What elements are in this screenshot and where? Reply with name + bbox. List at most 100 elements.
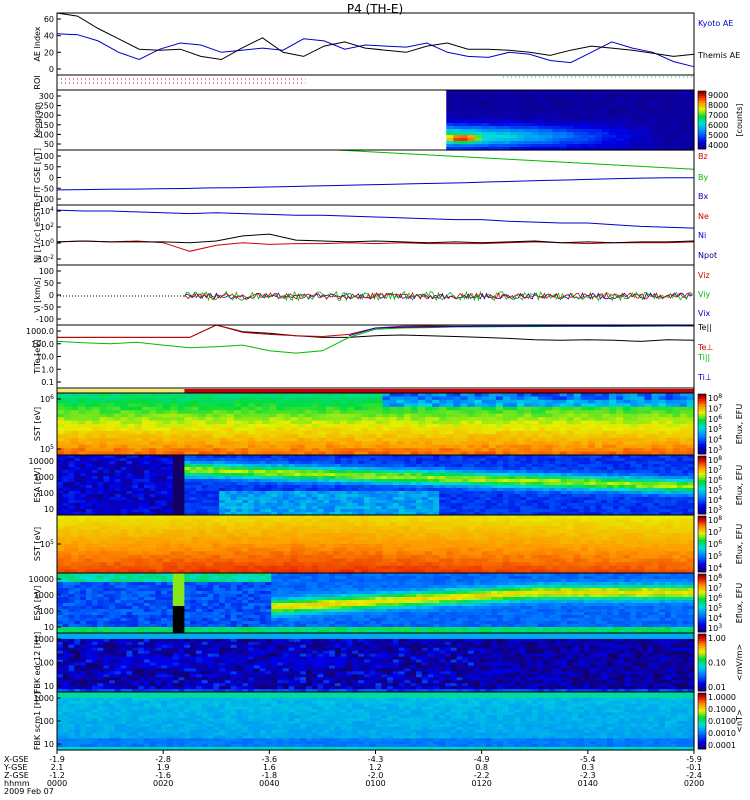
sst_i-cell [191, 544, 200, 549]
esa_e-cell [456, 488, 463, 492]
esa_e-cell [195, 473, 203, 477]
sst_e-cell [403, 424, 412, 429]
sst_e-cell [361, 427, 370, 432]
keogram-cell [559, 90, 568, 94]
sst_e-cell [432, 410, 440, 415]
sst_i-cell [134, 562, 143, 567]
esa_e-cell [201, 503, 209, 507]
esa_e-cell [265, 488, 272, 492]
sst_e-cell [113, 430, 122, 435]
sst_i-cell [106, 554, 115, 560]
esa_e-cell [172, 491, 180, 495]
sst_i-cell [184, 518, 193, 523]
sst_e-cell [573, 444, 582, 449]
keogram-cell [566, 126, 575, 130]
sst_e-cell [198, 437, 207, 442]
esa_e-cell [213, 470, 220, 474]
keogram-cell [594, 114, 603, 118]
sst_e-cell [340, 399, 348, 404]
sst_e-cell [297, 393, 306, 398]
keogram-cell [616, 90, 624, 94]
esa_e-cell [468, 455, 475, 459]
sst_e-cell [191, 399, 200, 404]
sst_e-cell [453, 406, 462, 411]
esa_e-cell [248, 470, 255, 474]
sst_e-cell [149, 393, 157, 398]
sst_e-cell [545, 403, 554, 408]
sst_e-cell [467, 413, 476, 418]
sst_e-cell [623, 434, 631, 439]
sst_e-cell [658, 420, 667, 425]
esa_e-cell [138, 503, 145, 507]
sst_e-cell [410, 399, 419, 404]
esa_e-cell [294, 473, 301, 477]
esa_e-cell [143, 512, 151, 516]
sst_e-cell [177, 417, 185, 422]
sst_e-cell [106, 448, 115, 453]
esa_e-cell [537, 482, 545, 486]
esa_e-cell [167, 491, 174, 495]
keogram-cell [672, 123, 681, 127]
keogram-cell [559, 108, 568, 112]
esa_e-cell [201, 512, 209, 516]
keogram-cell [545, 147, 554, 151]
esa_e-cell [57, 494, 64, 498]
esa_e-cell [167, 479, 174, 483]
esa_e-cell [340, 473, 348, 477]
esa_e-cell [502, 485, 510, 489]
esa_e-cell [74, 509, 81, 513]
esa_e-cell [68, 500, 75, 504]
esa_e-cell [190, 479, 197, 483]
sst_e-cell [538, 393, 546, 398]
esa_e-cell [120, 512, 128, 516]
keogram-cell [672, 135, 681, 139]
esa_e-cell [502, 497, 510, 501]
keogram-cell [665, 114, 674, 118]
sst_e-cell [679, 417, 688, 422]
keogram-cell [679, 135, 688, 139]
sst_e-cell [99, 403, 108, 408]
keogram-cell [637, 141, 646, 145]
sst_i-cell [198, 522, 207, 527]
esa_e-cell [178, 464, 185, 468]
sst_e-cell [219, 403, 228, 408]
sst_e-cell [566, 420, 575, 425]
sst_e-cell [177, 451, 185, 456]
sst_e-cell [368, 399, 377, 404]
keogram-cell [580, 147, 589, 151]
esa_e-cell [387, 506, 394, 510]
sst_i-cell [85, 554, 93, 560]
sst_e-cell [630, 444, 638, 449]
esa_e-cell [572, 470, 579, 474]
esa_e-cell [85, 497, 93, 501]
sst_e-cell [347, 424, 355, 429]
keogram-cell [453, 123, 462, 127]
esa_e-cell [526, 458, 533, 462]
sst_e-cell [601, 410, 610, 415]
sst_e-cell [509, 410, 518, 415]
esa_e-cell [468, 488, 475, 492]
sst_e-cell [587, 403, 596, 408]
keogram-cell [538, 96, 546, 100]
esa_e-cell [427, 473, 435, 477]
sst_e-cell [78, 427, 86, 432]
keogram-cell [502, 102, 511, 106]
esa_e-cell [282, 476, 290, 480]
esa_e-cell [138, 512, 145, 516]
esa_e-cell [178, 500, 185, 504]
esa_e-cell [126, 500, 133, 504]
esa_e-cell [219, 491, 226, 495]
keogram-cell [630, 120, 638, 124]
sst_e-cell [559, 444, 568, 449]
keogram-cell [538, 147, 546, 151]
sst_e-cell [127, 410, 136, 415]
esa_e-cell [143, 482, 151, 486]
keogram-cell [644, 144, 653, 148]
sst_e-cell [545, 413, 554, 418]
esa_e-cell [219, 506, 226, 510]
esa_e-cell [491, 512, 498, 516]
esa_e-cell [439, 512, 446, 516]
esa_e-cell [421, 461, 429, 465]
esa_e-cell [132, 464, 139, 468]
sst_e-cell [205, 406, 214, 411]
